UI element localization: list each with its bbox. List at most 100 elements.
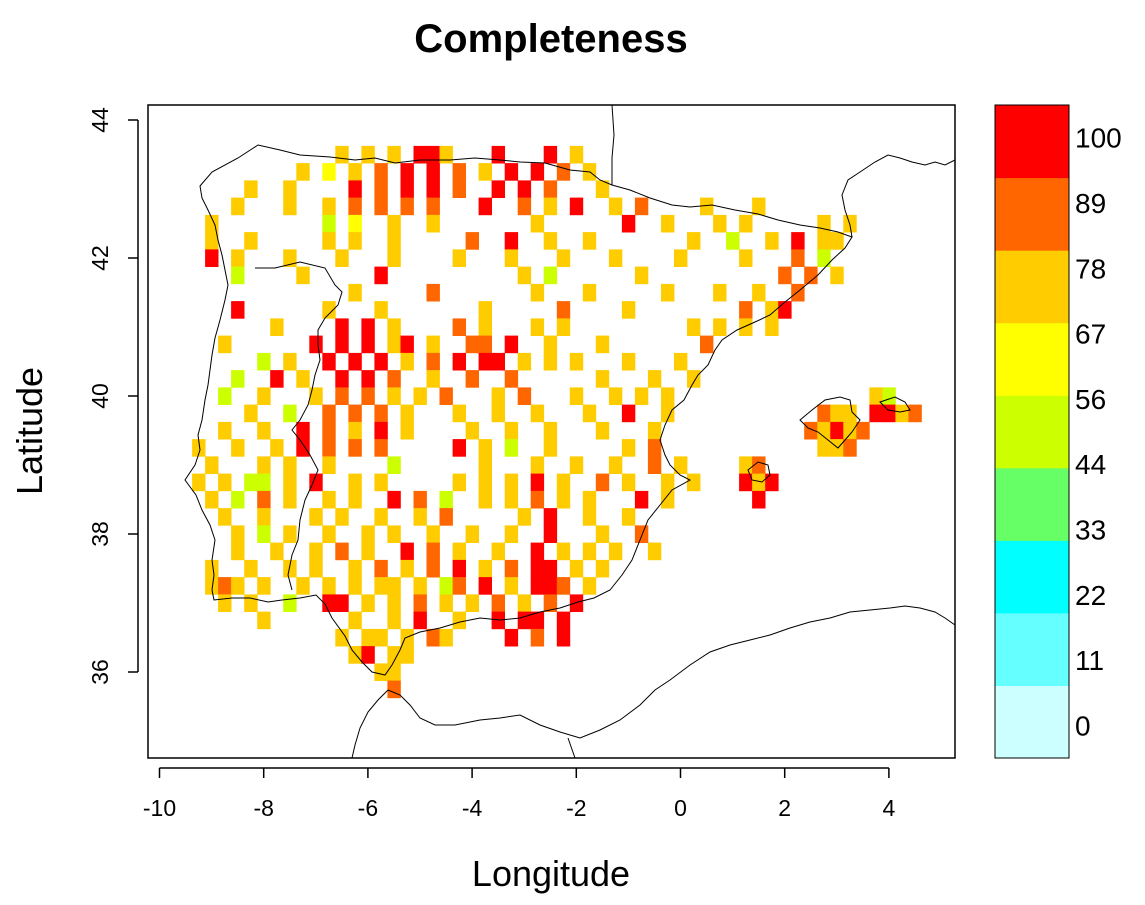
heatmap-cell xyxy=(517,197,532,216)
heatmap-cell xyxy=(674,249,688,267)
heatmap-cell xyxy=(231,197,245,216)
heatmap-cell xyxy=(595,421,610,440)
x-tick-label: 4 xyxy=(883,795,896,821)
heatmap-cell xyxy=(765,473,779,492)
heatmap-cell xyxy=(426,283,440,302)
heatmap-cell xyxy=(478,559,492,578)
heatmap-cell xyxy=(569,145,584,164)
heatmap-cell xyxy=(296,370,310,388)
heatmap-cell xyxy=(452,542,466,561)
heatmap-cell xyxy=(608,542,623,561)
heatmap-cell xyxy=(374,663,388,681)
heatmap-cell xyxy=(387,663,401,681)
heatmap-cell xyxy=(387,577,401,595)
legend-label: 78 xyxy=(1075,253,1106,284)
heatmap-cell xyxy=(413,577,427,595)
heatmap-cell xyxy=(348,473,362,492)
heatmap-cell xyxy=(309,508,323,526)
heatmap-cell xyxy=(218,577,232,595)
heatmap-cell xyxy=(595,473,610,492)
y-tick-label: 42 xyxy=(87,245,113,271)
heatmap-cell xyxy=(608,456,623,474)
legend-swatch xyxy=(995,467,1069,541)
heatmap-cell xyxy=(517,508,532,526)
heatmap-cell xyxy=(504,473,519,492)
heatmap-cell xyxy=(595,525,610,543)
heatmap-cell xyxy=(739,301,753,319)
heatmap-cell xyxy=(426,335,440,354)
heatmap-cell xyxy=(426,163,440,181)
heatmap-cell xyxy=(413,611,427,630)
heatmap-cell xyxy=(283,197,297,216)
heatmap-cell xyxy=(452,439,466,457)
heatmap-cell xyxy=(634,525,649,543)
heatmap-cell xyxy=(869,404,883,423)
heatmap-cell xyxy=(218,594,232,612)
heatmap-cell xyxy=(361,628,375,647)
heatmap-cell xyxy=(439,490,453,509)
heatmap-cell xyxy=(413,490,427,509)
heatmap-cell xyxy=(674,352,688,371)
heatmap-cell xyxy=(426,370,440,388)
legend-swatch xyxy=(995,250,1069,324)
heatmap-cell xyxy=(348,197,362,216)
heatmap-cell xyxy=(882,404,896,423)
heatmap-cell xyxy=(374,439,388,457)
heatmap-cell xyxy=(491,404,505,423)
heatmap-cell xyxy=(595,370,610,388)
x-tick-label: -6 xyxy=(358,795,378,821)
heatmap-cell xyxy=(374,473,388,492)
heatmap-cell xyxy=(322,525,336,543)
heatmap-cell xyxy=(647,421,662,440)
heatmap-cell xyxy=(556,490,571,509)
heatmap-cell xyxy=(569,456,584,474)
heatmap-cell xyxy=(387,232,401,250)
legend-swatch xyxy=(995,685,1069,759)
heatmap-cell xyxy=(374,421,388,440)
heatmap-cell xyxy=(374,577,388,595)
heatmap-cell xyxy=(543,352,558,371)
heatmap-cell xyxy=(478,352,492,371)
heatmap-cell xyxy=(231,542,245,561)
heatmap-cell xyxy=(687,318,701,336)
heatmap-cell xyxy=(517,352,532,371)
heatmap-cell xyxy=(348,490,362,509)
heatmap-cell xyxy=(569,594,584,612)
heatmap-cell xyxy=(895,404,909,423)
heatmap-cell xyxy=(595,559,610,578)
heatmap-cell xyxy=(309,335,323,354)
heatmap-cell xyxy=(582,404,597,423)
heatmap-cell xyxy=(452,163,466,181)
color-legend: 0 11 22 33 44 56 67 78 89 100 xyxy=(994,104,1122,759)
heatmap-cell xyxy=(387,646,401,664)
heatmap-cell xyxy=(543,421,558,440)
heatmap-cell xyxy=(374,404,388,423)
legend-label: 0 xyxy=(1075,710,1091,741)
heatmap-cell xyxy=(569,387,584,405)
heatmap-cell xyxy=(530,628,545,647)
heatmap-cell xyxy=(257,387,271,405)
heatmap-cell xyxy=(361,646,375,664)
heatmap-cell xyxy=(713,214,727,233)
heatmap-cell xyxy=(439,594,453,612)
heatmap-cell xyxy=(569,559,584,578)
heatmap-cell xyxy=(296,439,310,457)
heatmap-cell xyxy=(726,232,740,250)
heatmap-cell xyxy=(817,232,831,250)
legend-swatch xyxy=(995,540,1069,614)
heatmap-cell xyxy=(817,421,831,440)
heatmap-cell xyxy=(387,611,401,630)
heatmap-cell xyxy=(400,646,414,664)
heatmap-cell xyxy=(322,232,336,250)
heatmap-cell xyxy=(556,628,571,647)
heatmap-cell xyxy=(452,352,466,371)
heatmap-cell xyxy=(647,456,662,474)
x-tick-label: -2 xyxy=(566,795,586,821)
heatmap-cell xyxy=(582,490,597,509)
heatmap-cell xyxy=(387,145,401,164)
heatmap-cell xyxy=(387,214,401,233)
heatmap-cell xyxy=(426,145,440,164)
heatmap-cell xyxy=(335,249,349,267)
x-axis: -10 -8 -6 -4 -2 0 2 4 xyxy=(143,767,896,821)
heatmap-cell xyxy=(452,577,466,595)
